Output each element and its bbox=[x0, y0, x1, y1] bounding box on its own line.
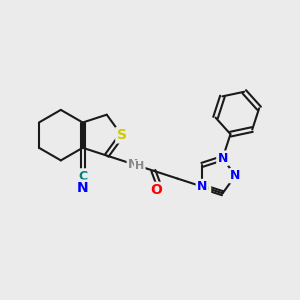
Text: N: N bbox=[218, 152, 228, 165]
Text: S: S bbox=[117, 128, 127, 142]
Text: N: N bbox=[230, 169, 241, 182]
Text: S: S bbox=[200, 180, 210, 194]
Text: N: N bbox=[197, 180, 207, 193]
Text: O: O bbox=[150, 183, 162, 197]
Text: H: H bbox=[135, 161, 144, 171]
Text: C: C bbox=[78, 169, 87, 182]
Text: N: N bbox=[77, 181, 88, 195]
Text: N: N bbox=[128, 158, 138, 171]
